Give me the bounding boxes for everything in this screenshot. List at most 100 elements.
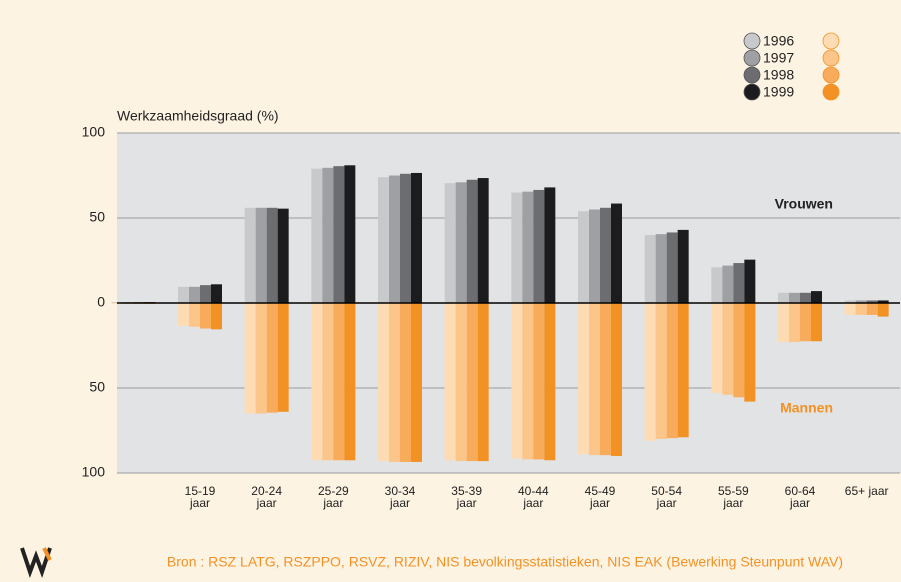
bar — [544, 303, 556, 461]
bar — [589, 209, 600, 303]
bar — [178, 303, 189, 326]
bar — [711, 303, 723, 394]
legend-swatch — [743, 66, 761, 84]
bar — [511, 303, 523, 459]
bar — [677, 303, 689, 438]
source: Bron : RSZ LATG, RSZPPO, RSVZ, RIZIV, NI… — [167, 554, 843, 570]
bar — [778, 292, 789, 303]
x-tick-label: 55-59 jaar — [717, 484, 749, 510]
bar — [477, 303, 489, 462]
bar — [800, 292, 811, 303]
bar — [655, 234, 667, 303]
bar — [600, 303, 611, 456]
logo — [20, 547, 52, 578]
bar — [866, 303, 878, 315]
bar — [511, 192, 523, 303]
logo-accent — [42, 547, 52, 561]
y-tick-label: 50 — [89, 209, 105, 225]
bar — [466, 179, 478, 303]
bar — [178, 286, 189, 303]
bar — [644, 235, 656, 303]
bar — [589, 303, 600, 456]
bar — [244, 207, 256, 303]
bar — [311, 303, 323, 461]
bar — [411, 303, 422, 462]
annotation: Vrouwen — [775, 196, 833, 212]
x-tick-label: 65+ jaar — [844, 484, 889, 498]
bar — [389, 303, 400, 462]
bar — [200, 285, 211, 303]
y-tick-label: 100 — [82, 464, 106, 480]
bar — [244, 303, 256, 414]
bar — [444, 303, 456, 461]
bar — [733, 263, 745, 303]
bar — [378, 177, 389, 303]
bar — [666, 303, 678, 439]
x-tick-label: 15-19 jaar — [184, 484, 216, 510]
bar — [778, 303, 789, 343]
bar — [855, 300, 867, 303]
bar — [600, 207, 611, 303]
legend-swatch — [743, 49, 761, 67]
bar — [811, 303, 822, 342]
bar — [733, 303, 745, 398]
bar — [333, 303, 345, 461]
legend-label: 1997 — [763, 50, 794, 66]
legend-swatch — [822, 49, 840, 67]
x-tick-label: 35-39 jaar — [451, 484, 482, 510]
bar — [800, 303, 811, 342]
bar — [466, 303, 478, 462]
legend-swatch — [822, 83, 840, 101]
x-tick-label: 60-64 jaar — [784, 484, 816, 510]
bar — [378, 303, 389, 462]
x-tick-label: 30-34 jaar — [384, 484, 416, 510]
bar — [789, 303, 800, 343]
bar — [322, 167, 334, 303]
x-tick-label: 25-29 jaar — [317, 484, 349, 510]
bar — [200, 303, 211, 329]
bar — [322, 303, 334, 461]
legend-label: 1996 — [763, 33, 794, 49]
bar — [111, 303, 123, 304]
legend-swatch — [743, 83, 761, 101]
bar — [744, 259, 756, 303]
bar — [666, 232, 678, 303]
bar — [611, 303, 622, 456]
bar — [389, 175, 400, 303]
y-tick-label: 0 — [97, 294, 105, 310]
bar — [877, 300, 889, 303]
axis-title: Werkzaamheidsgraad (%) — [117, 108, 279, 124]
bar — [400, 303, 411, 462]
bar — [811, 291, 822, 303]
bar — [311, 168, 323, 303]
bar — [533, 303, 545, 460]
bar — [877, 303, 889, 317]
bar — [789, 292, 800, 303]
bar — [189, 286, 200, 303]
bar — [211, 303, 222, 330]
bar — [444, 183, 456, 303]
bar — [844, 300, 856, 303]
legend-label: 1999 — [763, 84, 794, 100]
bar — [211, 284, 222, 303]
bar — [744, 303, 756, 402]
legend-swatch — [822, 66, 840, 84]
bar — [855, 303, 867, 315]
bar — [255, 303, 267, 414]
legend-swatch — [822, 32, 840, 50]
bar — [544, 187, 556, 303]
bar — [477, 178, 489, 303]
bar — [455, 182, 467, 303]
legend-label: 1998 — [763, 67, 794, 83]
bar — [455, 303, 467, 462]
bar — [333, 166, 345, 303]
bar — [578, 303, 589, 455]
bar — [722, 265, 734, 303]
bar — [677, 229, 689, 303]
bar — [711, 267, 723, 303]
bar — [266, 207, 278, 303]
bar — [344, 165, 356, 303]
x-tick-label: 50-54 jaar — [651, 484, 682, 510]
